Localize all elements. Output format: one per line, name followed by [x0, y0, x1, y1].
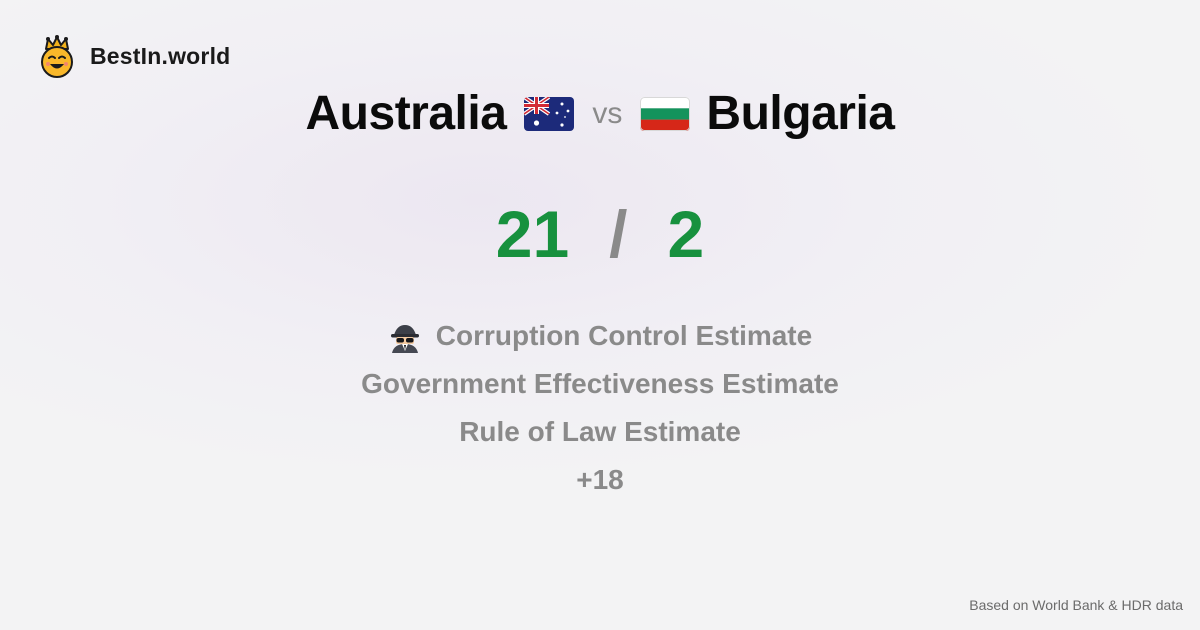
left-score: 21: [495, 197, 570, 271]
metric-item: Government Effectiveness Estimate: [0, 360, 1200, 408]
right-score: 2: [667, 197, 705, 271]
vs-label: vs: [592, 96, 623, 130]
metric-label: Corruption Control Estimate: [435, 320, 813, 351]
brand-name: BestIn.world: [90, 42, 231, 69]
spy-icon: [390, 325, 419, 353]
data-source-note: Based on World Bank & HDR data: [969, 597, 1183, 613]
metric-item: Rule of Law Estimate: [0, 408, 1200, 456]
score-separator: /: [609, 197, 628, 271]
australia-flag-icon: [524, 96, 575, 131]
left-country-name: Australia: [305, 87, 507, 140]
metric-item: Corruption Control Estimate: [0, 312, 1200, 360]
crowned-smiley-icon: [41, 35, 73, 78]
more-metrics-count: +18: [0, 456, 1200, 504]
comparison-title: Australia vs Bulgaria: [0, 86, 1200, 141]
bulgaria-flag-icon: [640, 96, 691, 131]
brand[interactable]: BestIn.world: [38, 34, 230, 78]
right-country-name: Bulgaria: [706, 87, 895, 140]
metric-label: +18: [576, 464, 624, 495]
score: 21 / 2: [0, 196, 1200, 272]
metrics-list: Corruption Control Estimate Government E…: [0, 312, 1200, 504]
metric-label: Rule of Law Estimate: [459, 416, 741, 447]
metric-label: Government Effectiveness Estimate: [361, 368, 839, 399]
